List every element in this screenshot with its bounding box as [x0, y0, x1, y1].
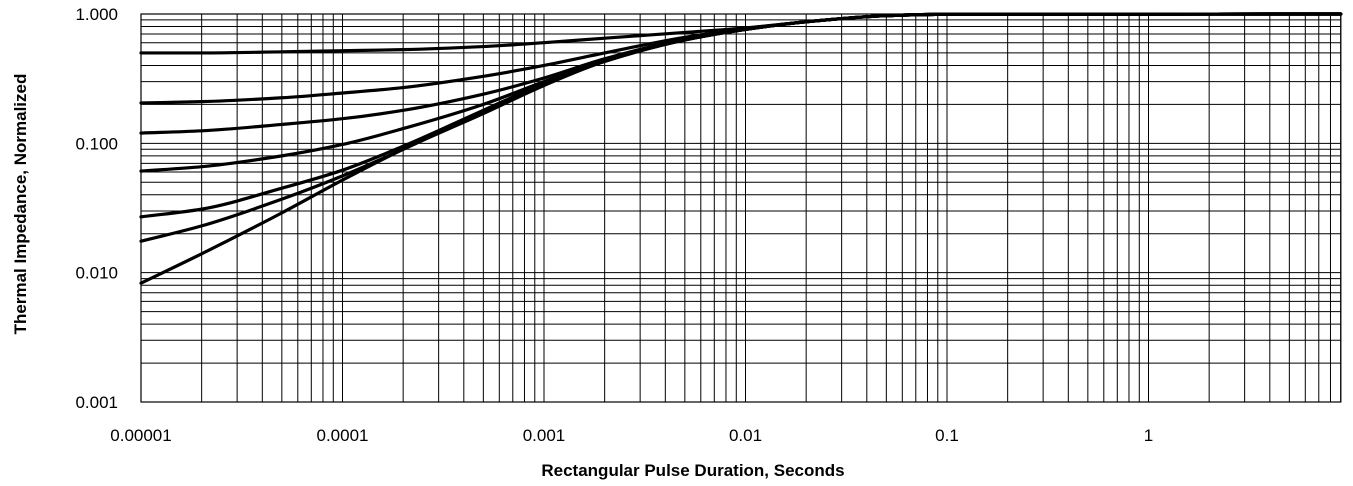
x-axis-title: Rectangular Pulse Duration, Seconds [541, 461, 844, 480]
x-tick-label: 0.00001 [110, 426, 171, 445]
x-tick-label: 0.01 [729, 426, 762, 445]
x-axis-tick-labels: 0.00001 0.0001 0.001 0.01 0.1 1 [110, 426, 1153, 445]
x-tick-label: 0.001 [523, 426, 566, 445]
series-line-5 [139, 12, 1343, 219]
series-line-3 [139, 12, 1343, 135]
plot-grid [140, 14, 1342, 403]
y-axis-tick-labels: 0.001 0.010 0.100 1.000 [75, 5, 118, 412]
y-tick-label: 0.010 [75, 264, 118, 283]
y-axis-title: Thermal Impedance, Normalized [11, 74, 30, 335]
series-lines [139, 12, 1343, 285]
y-tick-label: 0.001 [75, 393, 118, 412]
x-tick-label: 0.1 [935, 426, 959, 445]
y-tick-label: 0.100 [75, 134, 118, 153]
y-tick-label: 1.000 [75, 5, 118, 24]
x-tick-label: 0.0001 [317, 426, 369, 445]
series-line-4 [139, 12, 1343, 173]
series-line-6 [139, 12, 1343, 243]
x-tick-label: 1 [1144, 426, 1153, 445]
plot-frame [140, 13, 1342, 403]
